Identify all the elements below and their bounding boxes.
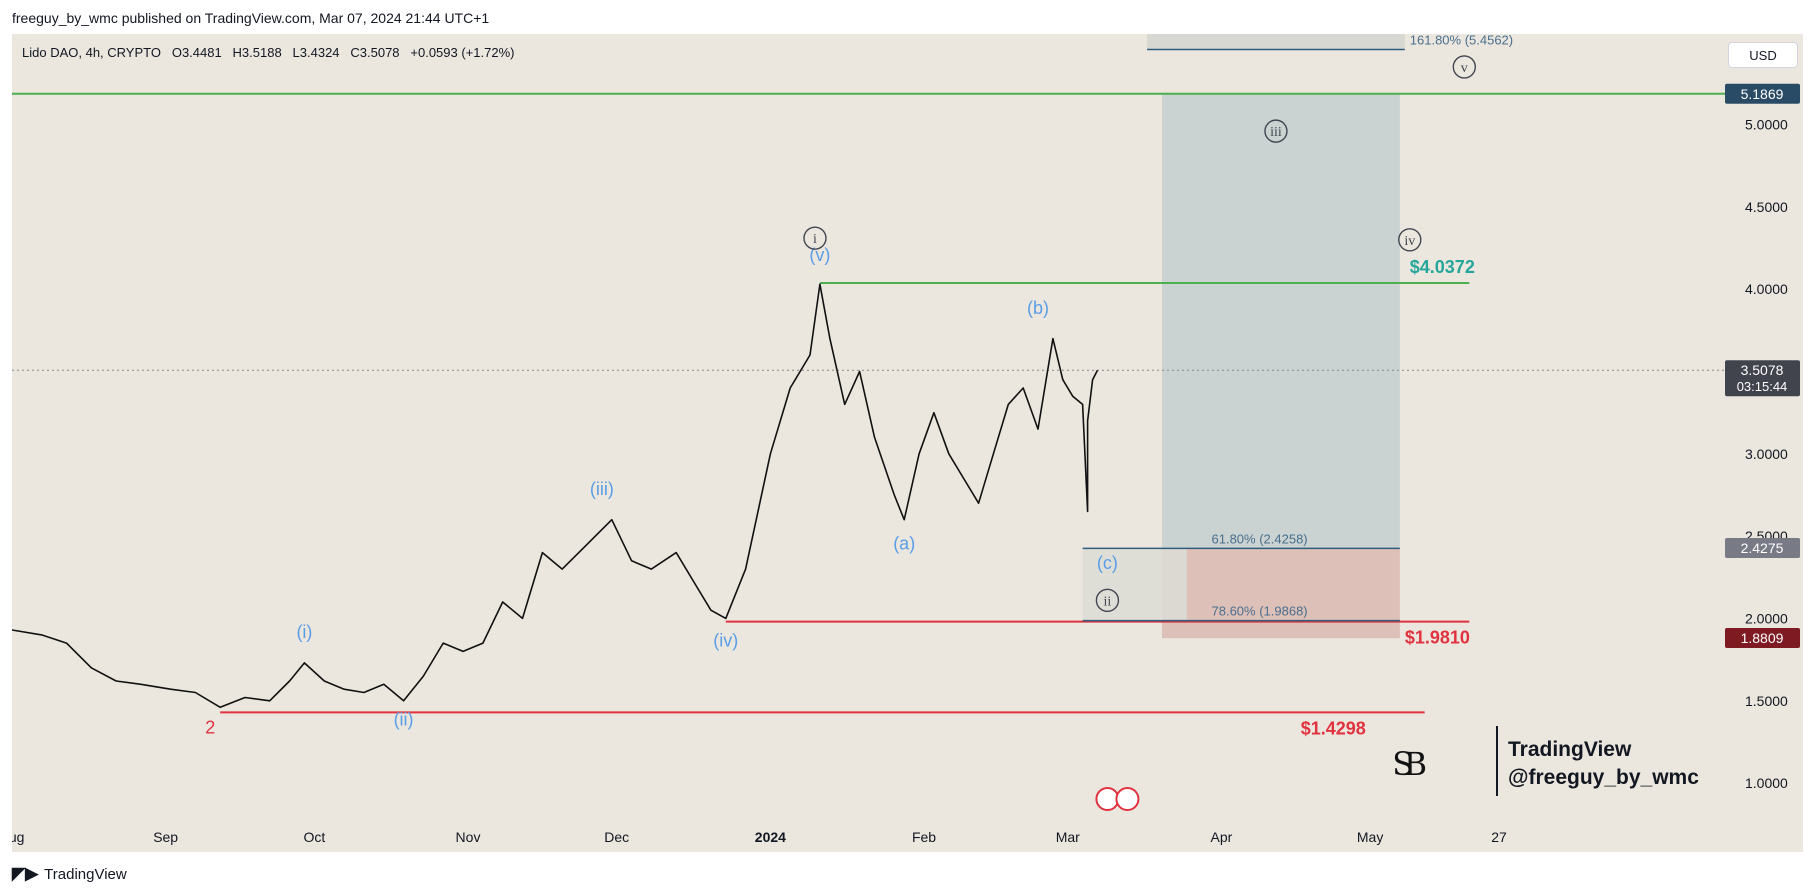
x-tick-label: Mar xyxy=(1056,829,1080,845)
y-tick-label: 1.0000 xyxy=(1745,775,1788,791)
x-tick-label: Feb xyxy=(912,829,936,845)
wave-label: v xyxy=(1461,61,1468,76)
svg-text:S: S xyxy=(1392,747,1414,783)
x-tick-label: 27 xyxy=(1491,829,1507,845)
wave-label: i xyxy=(813,232,817,247)
x-tick-label: Nov xyxy=(456,829,481,845)
high-value: H3.5188 xyxy=(232,45,282,60)
wave-circle-i xyxy=(803,226,827,250)
x-tick-label: Apr xyxy=(1211,829,1233,845)
x-tick-label: Oct xyxy=(303,829,325,845)
price-line xyxy=(12,283,1099,709)
wave-label: iii xyxy=(1270,125,1282,140)
watermark-handle: @freeguy_by_wmc xyxy=(1508,766,1699,789)
price-chart[interactable]: $4.0372 $1.9810 $1.4298 161.80% (5.4562) 61.… xyxy=(12,34,1803,852)
wave-label: (v) xyxy=(809,245,830,265)
price-axis-badge xyxy=(1725,628,1800,649)
wave-label: ii xyxy=(1104,594,1112,609)
price-axis-badge xyxy=(1725,83,1800,104)
zone-fib-top-box xyxy=(1147,34,1405,50)
fib-label: 78.60% (1.9868) xyxy=(1212,604,1308,619)
wave-label: (iv) xyxy=(713,630,738,650)
wave-label: (a) xyxy=(893,533,915,553)
wave-circle-iii xyxy=(1264,119,1288,143)
wave-circle-v xyxy=(1452,55,1477,79)
level-label: $1.4298 xyxy=(1301,718,1366,738)
currency-button[interactable]: USD xyxy=(1728,42,1798,68)
wave-label: (i) xyxy=(296,622,312,642)
price-axis-badge xyxy=(1725,538,1800,559)
price-axis-label: 5.1869 xyxy=(1741,86,1784,102)
us-flag-icon xyxy=(1115,787,1140,811)
price-axis-label: 2.4275 xyxy=(1741,540,1784,556)
x-tick-label: 2024 xyxy=(755,829,786,845)
watermark-logo: S B xyxy=(1392,747,1427,783)
x-tick-label: May xyxy=(1357,829,1383,845)
wave-circle-iv xyxy=(1398,228,1422,252)
wave-label: (iii) xyxy=(590,479,614,499)
y-tick-label: 5.0000 xyxy=(1745,117,1788,133)
price-axis-label: 1.8809 xyxy=(1741,630,1784,646)
fib-label: 61.80% (2.4258) xyxy=(1212,531,1308,546)
tradingview-logo-icon[interactable]: ◤▶ xyxy=(12,864,39,883)
level-label: $4.0372 xyxy=(1410,257,1475,277)
published-info: freeguy_by_wmc published on TradingView.… xyxy=(12,10,490,26)
zone-target xyxy=(1161,93,1400,549)
y-tick-label: 4.0000 xyxy=(1745,281,1788,297)
price-axis-badge xyxy=(1725,360,1800,397)
symbol-name[interactable]: Lido DAO, 4h, CRYPTO xyxy=(22,45,161,60)
watermark-name: TradingView xyxy=(1508,738,1632,761)
level-label: $1.9810 xyxy=(1405,628,1470,648)
y-tick-label: 3.0000 xyxy=(1745,446,1788,462)
y-tick-label: 4.5000 xyxy=(1745,199,1788,215)
x-tick-label: Sep xyxy=(153,829,178,845)
price-axis-label: 3.5078 xyxy=(1741,362,1784,378)
footer-brand[interactable]: TradingView xyxy=(44,865,127,883)
wave-circle-ii xyxy=(1095,588,1120,613)
low-value: L3.4324 xyxy=(292,45,340,60)
svg-text:B: B xyxy=(1404,747,1427,783)
wave-label: (c) xyxy=(1097,553,1118,573)
footer: ◤▶ TradingView xyxy=(12,864,127,884)
y-tick-label: 1.5000 xyxy=(1745,693,1788,709)
change-value: +0.0593 (+1.72%) xyxy=(410,45,515,60)
wave-label: iv xyxy=(1404,234,1415,249)
x-tick-label: Dec xyxy=(604,829,629,845)
zone-stop xyxy=(1161,548,1400,639)
price-axis-countdown: 03:15:44 xyxy=(1737,379,1788,394)
ohlc-legend: Lido DAO, 4h, CRYPTO O3.4481 H3.5188 L3.… xyxy=(22,45,514,60)
x-tick-label: Aug xyxy=(12,829,24,845)
close-value: C3.5078 xyxy=(350,45,400,60)
open-value: O3.4481 xyxy=(171,45,222,60)
wave-label: (b) xyxy=(1027,298,1049,318)
us-flag-icon xyxy=(1095,787,1120,811)
chart-area[interactable]: $4.0372 $1.9810 $1.4298 161.80% (5.4562) 61.… xyxy=(12,34,1803,852)
fib-label: 161.80% (5.4562) xyxy=(1410,34,1513,47)
watermark-text: TradingView @freeguy_by_wmc xyxy=(1508,736,1699,792)
wave-label: (ii) xyxy=(394,709,414,729)
y-tick-label: 2.0000 xyxy=(1745,610,1788,626)
wave-label: 2 xyxy=(205,718,215,738)
watermark-divider xyxy=(1496,726,1498,796)
